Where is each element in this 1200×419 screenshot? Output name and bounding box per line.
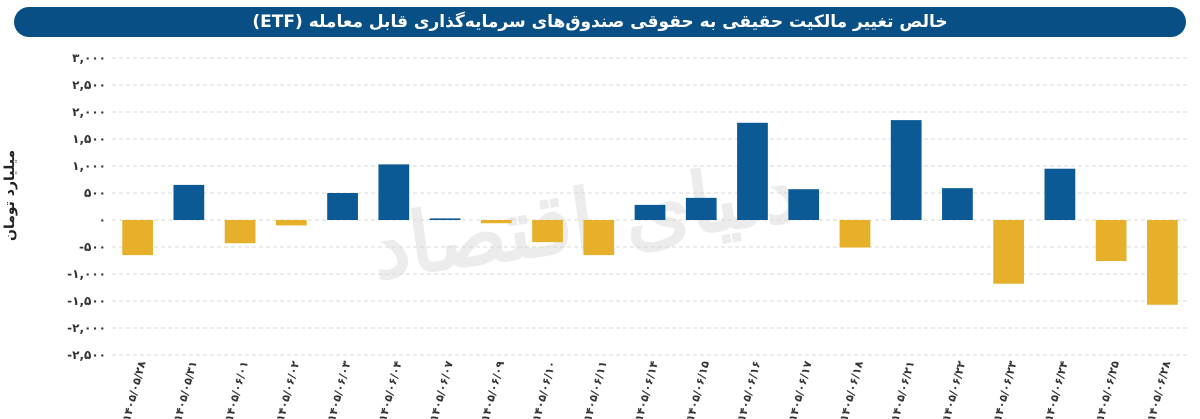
y-tick-label: ۳,۰۰۰ [72,51,106,65]
x-tick-label: ۱۴۰۵/۰۶/۲۱ [889,360,918,419]
x-tick-label: ۱۴۰۵/۰۶/۰۳ [325,359,354,419]
x-tick-label: ۱۴۰۵/۰۶/۲۲ [940,359,969,419]
bar [480,220,512,224]
x-tick-label: ۱۴۰۵/۰۶/۰۴ [376,359,405,419]
bar [788,189,820,220]
bars [122,120,1178,305]
bar [685,197,717,220]
x-tick-label: ۱۴۰۵/۰۶/۱۴ [632,359,661,419]
y-tick-label: -۵۰۰ [79,240,106,254]
y-tick-label: ۰ [99,213,106,227]
y-tick-labels: ۳,۰۰۰ ۲,۵۰۰ ۲,۰۰۰ ۱,۵۰۰ ۱,۰۰۰ ۵۰۰ ۰ -۵۰۰ -۱,۰۰۰ -… [67,51,106,362]
x-tick-label: ۱۴۰۵/۰۶/۱۶ [735,360,764,419]
bar [532,220,563,243]
y-tick-label: ۱,۵۰۰ [72,132,106,146]
y-tick-label: -۱,۵۰۰ [67,294,106,308]
x-tick-label: ۱۴۰۵/۰۵/۳۱ [171,360,200,419]
x-tick-label: ۱۴۰۵/۰۶/۰۱ [222,360,251,419]
bar [839,220,871,248]
x-tick-label: ۱۴۰۵/۰۶/۱۵ [684,359,713,419]
y-tick-label: ۲,۰۰۰ [72,105,106,119]
bar [942,188,973,220]
bar [634,204,666,220]
bar [890,120,922,220]
bar [173,184,205,220]
x-tick-label: ۱۴۰۵/۰۶/۱۰ [530,360,559,419]
x-tick-label: ۱۴۰۵/۰۶/۱۸ [837,359,866,419]
x-tick-labels: ۱۴۰۵/۰۵/۲۸ ۱۴۰۵/۰۵/۳۱ ۱۴۰۵/۰۶/۰۱ ۱۴۰۵/۰۶/۰۲… [120,359,1173,419]
y-tick-label: -۲,۵۰۰ [67,348,106,362]
bar [122,220,153,256]
bar [429,218,461,220]
y-tick-label: ۲,۵۰۰ [72,78,106,92]
bar [737,122,768,220]
x-tick-label: ۱۴۰۵/۰۶/۰۲ [274,359,303,419]
x-tick-label: ۱۴۰۵/۰۶/۰۹ [479,359,508,419]
bar [1095,220,1127,262]
bar [1044,168,1076,220]
chart-title: خالص تغییر مالکیت حقیقی به حقوقی صندوق‌ه… [14,7,1186,37]
y-tick-label: -۱,۰۰۰ [67,267,106,281]
bar [1147,220,1178,305]
x-tick-label: ۱۴۰۵/۰۶/۲۵ [1093,359,1122,419]
x-tick-label: ۱۴۰۵/۰۵/۲۸ [120,359,149,419]
x-tick-label: ۱۴۰۵/۰۶/۰۷ [427,359,456,419]
x-tick-label: ۱۴۰۵/۰۶/۲۸ [1145,359,1174,419]
bar [378,164,410,220]
x-tick-label: ۱۴۰۵/۰۶/۲۴ [1042,359,1071,419]
bar [993,220,1025,284]
bar [327,193,358,220]
y-tick-label: ۱,۰۰۰ [72,159,106,173]
x-tick-label: ۱۴۰۵/۰۶/۱۷ [786,359,815,419]
bar [275,220,307,226]
bar [224,220,256,244]
x-tick-label: ۱۴۰۵/۰۶/۱۱ [581,360,610,419]
x-tick-label: ۱۴۰۵/۰۶/۲۳ [991,359,1020,419]
bar [583,220,615,256]
y-tick-label: ۵۰۰ [84,186,106,200]
y-tick-label: -۲,۰۰۰ [67,321,106,335]
